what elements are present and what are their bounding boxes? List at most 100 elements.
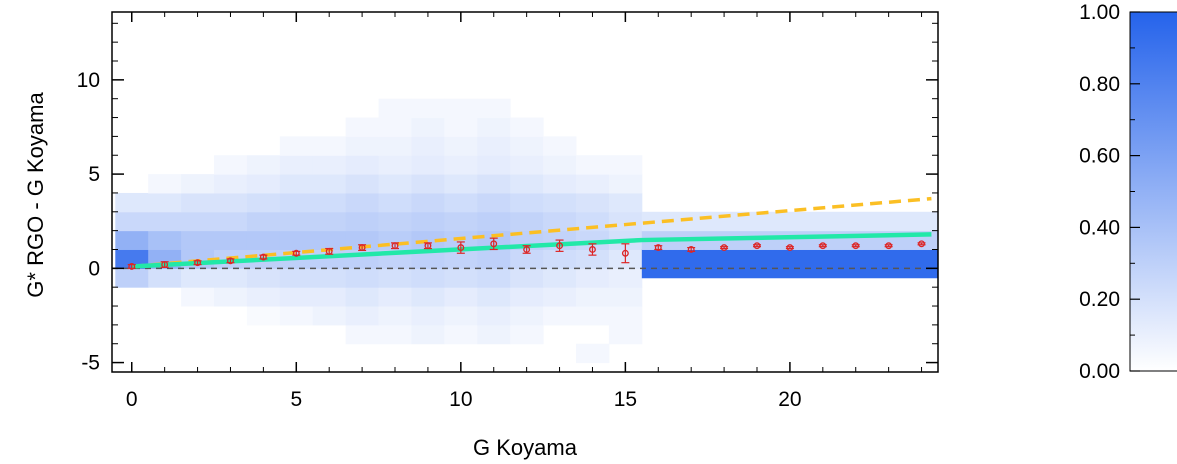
colorbar-ticks: 0.00 0.20 0.40 0.60 0.80 1.00 [1079, 1, 1140, 383]
heatmap-cell [444, 306, 478, 326]
point-marker [490, 240, 498, 248]
heatmap-cell [477, 117, 511, 137]
heatmap-cell [181, 287, 215, 307]
heatmap-cell [148, 230, 182, 250]
heatmap-cell [115, 211, 149, 232]
heatmap-cell [477, 98, 511, 119]
heatmap-cell [279, 136, 314, 156]
heatmap-cell [510, 287, 544, 307]
data-point [851, 242, 860, 250]
heatmap-cell [576, 268, 610, 288]
heatmap-cell [345, 306, 380, 326]
heatmap [115, 98, 938, 364]
colorbar-tick-label: 0.00 [1079, 360, 1120, 383]
heatmap-cell [510, 136, 544, 156]
heatmap-cell [444, 211, 478, 232]
heatmap-cell [608, 155, 643, 175]
heatmap-cell [312, 287, 347, 307]
x-tick-label: 10 [449, 388, 472, 411]
heatmap-cell [345, 174, 380, 194]
heatmap-cell [576, 211, 610, 232]
heatmap-cell [510, 306, 544, 326]
point-marker [720, 244, 728, 252]
heatmap-cell [510, 155, 544, 175]
heatmap-cell [411, 136, 445, 156]
data-point [259, 253, 268, 261]
heatmap-cell [181, 211, 215, 232]
heatmap-cell [279, 211, 314, 232]
heatmap-cell [543, 211, 577, 232]
heatmap-cell [477, 287, 511, 307]
heatmap-cell [378, 136, 412, 156]
heatmap-cell [312, 268, 347, 288]
colorbar [1129, 11, 1177, 372]
heatmap-cell [378, 155, 412, 175]
point-marker [687, 246, 695, 253]
heatmap-cell [148, 268, 182, 288]
heatmap-cell [246, 230, 281, 250]
heatmap-cell [345, 324, 380, 345]
data-point [884, 242, 893, 250]
heatmap-cell [608, 192, 643, 213]
point-marker [654, 244, 662, 252]
heatmap-cell [477, 192, 511, 213]
point-marker [457, 244, 465, 252]
colorbar-tick-label: 0.20 [1079, 288, 1120, 311]
point-marker [753, 242, 761, 250]
heatmap-cell [411, 287, 445, 307]
heatmap-cell [214, 268, 248, 288]
heatmap-cell [411, 306, 445, 326]
heatmap-cell [444, 98, 478, 119]
heatmap-cell [543, 287, 577, 307]
heatmap-cell [345, 117, 380, 137]
data-point [753, 242, 762, 250]
point-marker [194, 259, 202, 267]
point-marker [523, 246, 531, 253]
point-marker [885, 242, 893, 250]
heatmap-cell [214, 174, 248, 194]
heatmap-cell [246, 155, 281, 175]
heatmap-cell [279, 155, 314, 175]
x-tick-label: 15 [614, 388, 637, 411]
heatmap-cell [411, 192, 445, 213]
plot-frame [111, 11, 939, 373]
heatmap-cell [181, 174, 215, 194]
x-tick-label: 0 [126, 388, 138, 411]
heatmap-band [641, 211, 938, 232]
x-axis-label: G Koyama [473, 435, 578, 460]
data-point [127, 263, 136, 270]
heatmap-cell [444, 117, 478, 137]
heatmap-cell [378, 98, 412, 119]
heatmap-cell [181, 192, 215, 213]
heatmap-cell [279, 230, 314, 250]
point-marker [358, 244, 366, 252]
heatmap-cell [378, 324, 412, 345]
heatmap-cell [411, 174, 445, 194]
point-marker [556, 242, 564, 250]
data-point [917, 240, 926, 248]
point-marker [786, 244, 794, 252]
data-point [687, 246, 696, 253]
data-point [522, 245, 531, 254]
data-point [226, 257, 235, 265]
heatmap-cell [378, 268, 412, 288]
y-tick-label: 5 [88, 163, 100, 186]
heatmap-cell [477, 324, 511, 345]
point-marker [852, 242, 860, 250]
heatmap-cell [477, 136, 511, 156]
heatmap-cell [378, 306, 412, 326]
heatmap-cell [444, 155, 478, 175]
point-marker [292, 249, 300, 257]
heatmap-cell [345, 287, 380, 307]
heatmap-cell [312, 230, 347, 250]
heatmap-cell [181, 268, 215, 288]
heatmap-cell [411, 98, 445, 119]
heatmap-cell [543, 192, 577, 213]
data-point [555, 239, 564, 252]
heatmap-cell [576, 287, 610, 307]
heatmap-cell [576, 192, 610, 213]
heatmap-cell [510, 192, 544, 213]
heatmap-cell [576, 174, 610, 194]
heatmap-cell [279, 287, 314, 307]
